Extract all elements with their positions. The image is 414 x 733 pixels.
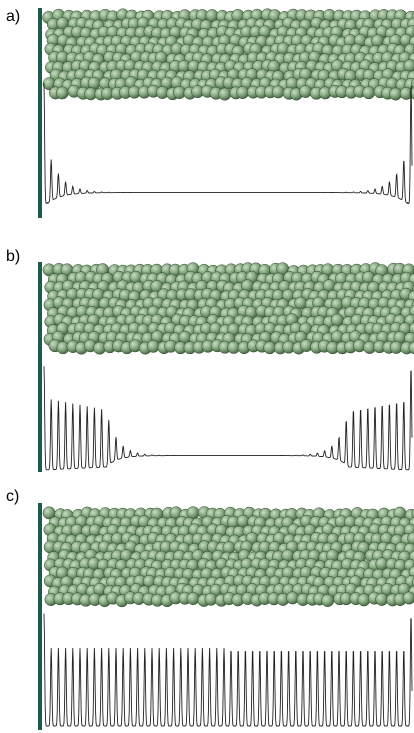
sphere — [402, 591, 414, 605]
wall — [38, 262, 42, 472]
sphere — [362, 86, 376, 100]
sphere — [411, 508, 414, 519]
wall — [38, 8, 42, 218]
sphere — [299, 85, 312, 98]
sphere-slab — [42, 8, 414, 101]
sphere-slab — [42, 506, 414, 608]
density-profile — [43, 366, 413, 471]
sphere — [186, 592, 200, 605]
panel-label: c) — [6, 488, 19, 505]
sphere — [411, 78, 414, 89]
sphere — [218, 87, 232, 101]
sphere — [271, 85, 285, 99]
panel: b) — [6, 248, 414, 472]
sphere — [408, 341, 414, 355]
density-profile — [43, 613, 413, 727]
panel-label: a) — [6, 8, 20, 25]
sphere — [321, 594, 335, 607]
density-profile — [43, 83, 413, 205]
sphere-slab — [42, 262, 414, 355]
wall — [38, 503, 42, 730]
sphere — [408, 322, 414, 335]
panel: c) — [6, 488, 414, 730]
panel: a) — [6, 8, 414, 218]
sphere — [146, 339, 160, 353]
sphere — [55, 86, 69, 100]
panel-label: b) — [6, 248, 20, 265]
sphere — [375, 592, 389, 606]
